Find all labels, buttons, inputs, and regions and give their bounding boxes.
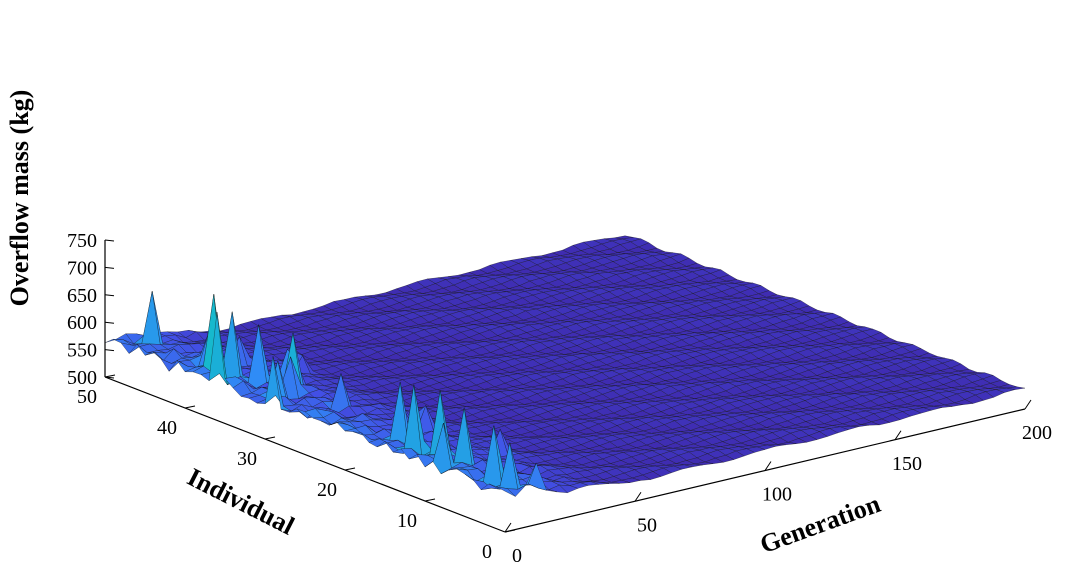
axes xyxy=(104,239,1032,533)
x-tick-label: 100 xyxy=(762,484,792,506)
z-tick-mark xyxy=(104,349,115,352)
y-tick-label: 0 xyxy=(482,541,492,563)
z-tick-label: 500 xyxy=(67,367,97,389)
y-axis-label: Individual xyxy=(183,462,299,540)
z-tick-label: 700 xyxy=(67,257,97,279)
y-tick-label: 30 xyxy=(237,448,257,470)
tick-labels: 500 550 600 650 700 750 0 50 100 150 200 0 10 20 30 40 5… xyxy=(67,230,1052,567)
y-tick-label: 20 xyxy=(317,479,337,501)
z-axis-label: Overflow mass (kg) xyxy=(5,90,34,307)
y-tick-label: 50 xyxy=(77,386,97,408)
y-tick-mark xyxy=(424,498,436,502)
z-tick-mark xyxy=(104,239,115,242)
z-tick-label: 750 xyxy=(67,230,97,252)
y-tick-mark xyxy=(344,467,356,471)
y-tick-mark xyxy=(504,529,516,533)
surface-face xyxy=(496,486,516,497)
y-tick-mark xyxy=(104,374,116,378)
y-tick-label: 10 xyxy=(397,510,417,532)
z-tick-label: 600 xyxy=(67,312,97,334)
x-tick-label: 200 xyxy=(1022,422,1052,444)
y-tick-mark xyxy=(184,405,196,409)
surface-mesh xyxy=(104,235,1026,497)
x-tick-label: 50 xyxy=(637,514,657,536)
x-tick-mark xyxy=(504,522,512,533)
z-tick-mark xyxy=(104,294,115,297)
y-tick-label: 40 xyxy=(157,417,177,439)
z-tick-mark xyxy=(104,321,115,324)
x-tick-label: 0 xyxy=(512,545,522,567)
z-tick-label: 650 xyxy=(67,285,97,307)
x-tick-label: 150 xyxy=(892,453,922,475)
x-tick-mark xyxy=(894,430,902,441)
x-tick-mark xyxy=(764,461,772,471)
y-tick-mark xyxy=(264,436,276,440)
z-tick-mark xyxy=(104,266,115,269)
z-tick-label: 550 xyxy=(67,340,97,362)
x-tick-mark xyxy=(1024,399,1032,410)
x-tick-mark xyxy=(634,491,642,502)
individual-axis-line xyxy=(104,376,506,533)
